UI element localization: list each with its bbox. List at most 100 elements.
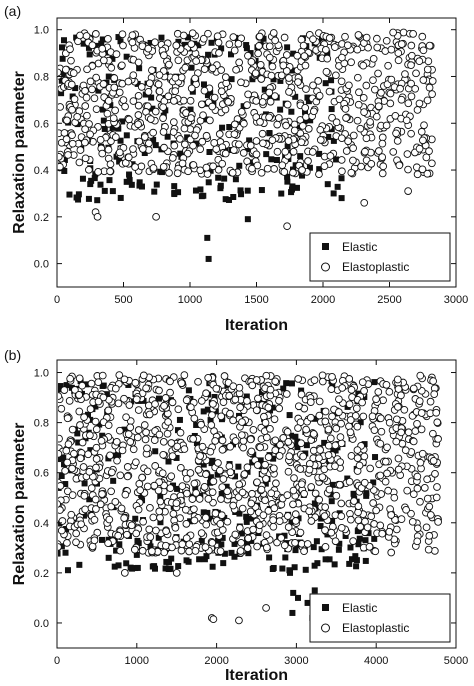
legend-elastoplastic-label: Elastoplastic <box>342 260 409 274</box>
elastic-point <box>228 549 235 556</box>
elastic-point <box>96 421 103 428</box>
elastoplastic-point <box>202 520 211 529</box>
elastoplastic-point <box>315 91 324 100</box>
elastoplastic-point <box>190 414 199 423</box>
elastic-point <box>238 530 245 537</box>
elastic-point <box>331 561 338 568</box>
elastoplastic-point <box>389 28 397 37</box>
elastoplastic-point <box>269 516 277 524</box>
elastic-point <box>81 480 88 487</box>
elastic-point <box>209 563 216 570</box>
elastic-point <box>226 124 233 131</box>
elastoplastic-point <box>420 483 429 492</box>
elastoplastic-point <box>367 512 376 521</box>
elastic-point <box>196 556 203 563</box>
elastoplastic-point <box>151 462 160 470</box>
elastoplastic-point <box>247 58 256 66</box>
elastoplastic-point <box>248 489 256 498</box>
elastoplastic-point <box>183 489 191 498</box>
elastoplastic-point <box>110 74 119 82</box>
elastic-point <box>63 382 70 389</box>
elastic-point <box>211 393 218 400</box>
elastic-point <box>354 528 361 535</box>
elastic-point <box>80 40 87 47</box>
elastoplastic-point <box>316 136 325 144</box>
elastoplastic-point <box>236 547 245 555</box>
elastoplastic-point <box>129 445 138 454</box>
elastoplastic-point <box>428 90 436 98</box>
elastoplastic-point <box>143 467 152 476</box>
elastic-point <box>321 439 328 446</box>
elastoplastic-point <box>58 482 65 490</box>
elastoplastic-point <box>297 439 305 448</box>
elastoplastic-point <box>354 31 363 39</box>
elastoplastic-point <box>409 384 418 393</box>
elastoplastic-point <box>71 386 79 394</box>
elastic-point <box>326 556 333 563</box>
elastoplastic-point <box>114 399 123 408</box>
elastoplastic-point <box>162 527 170 536</box>
elastoplastic-point <box>404 99 413 108</box>
elastoplastic-point <box>393 137 402 145</box>
elastoplastic-point <box>81 102 90 110</box>
elastoplastic-point <box>239 443 248 452</box>
elastoplastic-point <box>345 400 354 409</box>
elastoplastic-point <box>344 137 352 146</box>
elastoplastic-point <box>179 31 188 40</box>
elastoplastic-point <box>247 499 256 508</box>
elastoplastic-point <box>361 147 369 156</box>
elastoplastic-point <box>85 467 94 476</box>
elastoplastic-point <box>78 381 86 390</box>
elastic-point <box>193 440 200 447</box>
elastoplastic-point <box>371 547 380 556</box>
elastoplastic-point <box>209 162 217 171</box>
elastoplastic-point <box>324 425 333 434</box>
elastic-point <box>141 150 148 157</box>
elastic-point <box>262 480 269 487</box>
elastoplastic-point <box>425 531 434 540</box>
elastoplastic-point <box>262 543 271 552</box>
elastic-point <box>304 94 311 101</box>
elastic-point <box>219 534 226 541</box>
elastoplastic-point <box>419 136 427 145</box>
elastoplastic-point <box>265 113 273 122</box>
elastoplastic-point <box>416 458 425 467</box>
elastoplastic-point <box>379 162 388 171</box>
elastic-point <box>207 474 214 481</box>
elastoplastic-point <box>425 502 434 511</box>
elastoplastic-point <box>120 569 129 577</box>
elastoplastic-point <box>113 456 121 465</box>
elastoplastic-point <box>300 547 308 556</box>
elastic-point <box>147 543 154 550</box>
elastic-point <box>99 536 106 543</box>
elastic-point <box>362 537 369 544</box>
elastoplastic-point <box>271 377 280 386</box>
elastic-point <box>263 151 270 158</box>
elastoplastic-point <box>152 526 160 535</box>
elastoplastic-point <box>234 39 243 48</box>
elastoplastic-point <box>86 77 95 86</box>
elastoplastic-point <box>307 483 316 491</box>
elastoplastic-point <box>90 94 99 103</box>
elastoplastic-point <box>235 383 244 392</box>
elastoplastic-point <box>166 484 175 492</box>
elastoplastic-point <box>206 116 214 125</box>
elastoplastic-point <box>387 75 396 84</box>
elastoplastic-point <box>270 504 279 513</box>
elastoplastic-point <box>230 46 239 55</box>
elastoplastic-point <box>279 434 288 442</box>
elastic-point <box>220 560 227 567</box>
elastoplastic-point <box>383 443 391 452</box>
elastic-point <box>174 485 181 492</box>
elastoplastic-point <box>58 543 62 551</box>
elastoplastic-point <box>146 115 155 123</box>
elastoplastic-point <box>409 437 418 446</box>
elastoplastic-point <box>256 60 265 69</box>
elastic-point <box>328 106 335 113</box>
x-tick-label: 1500 <box>244 294 268 306</box>
elastic-point <box>98 40 105 47</box>
elastoplastic-point <box>347 385 356 394</box>
elastic-point <box>84 411 91 418</box>
elastoplastic-point <box>218 159 227 168</box>
elastoplastic-point <box>413 420 421 428</box>
